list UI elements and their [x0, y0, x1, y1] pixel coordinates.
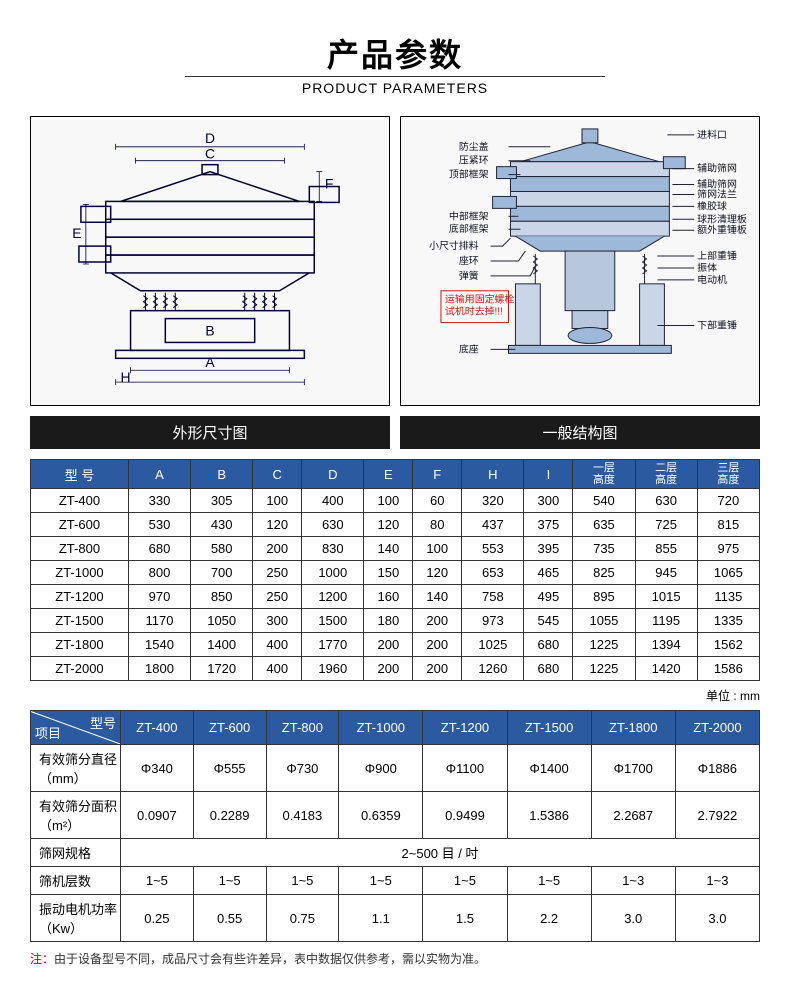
lbl-base: 底座	[459, 342, 479, 355]
t2-model-header: ZT-1000	[339, 711, 423, 745]
t1-header: F	[413, 460, 462, 489]
lbl-midframe: 中部框架	[449, 209, 489, 222]
dim-f: F	[325, 176, 334, 192]
table-row: 有效筛分直径（mm）Φ340Φ555Φ730Φ900Φ1100Φ1400Φ170…	[31, 745, 760, 792]
footnote: 注：由于设备型号不同，成品尺寸会有些许差异，表中数据仅供参考，需以实物为准。	[0, 946, 790, 987]
lbl-vib: 振体	[697, 261, 717, 274]
divider	[185, 74, 605, 78]
lbl-aux1: 辅助筛网	[697, 162, 737, 175]
note-prefix: 注：	[30, 952, 54, 966]
lbl-seatring: 座环	[459, 254, 479, 267]
lbl-lowham: 下部重锤	[697, 319, 737, 332]
lbl-spring: 弹簧	[459, 269, 479, 282]
t1-header: 一层高度	[573, 460, 635, 489]
t2-model-header: ZT-1200	[423, 711, 507, 745]
lbl-warning1: 运输用固定螺栓	[445, 293, 515, 306]
t2-model-header: ZT-1500	[507, 711, 591, 745]
table-row: 筛机层数1~51~51~51~51~51~51~31~3	[31, 867, 760, 895]
table-row: ZT-1800154014004001770200200102568012251…	[31, 633, 760, 657]
dimensions-table: 型 号ABCDEFHI一层高度二层高度三层高度 ZT-4003303051004…	[30, 459, 760, 681]
table-row: 筛网规格2~500 目 / 吋	[31, 839, 760, 867]
lbl-flange: 筛网法兰	[697, 187, 737, 200]
t2-model-header: ZT-600	[193, 711, 266, 745]
dim-e: E	[72, 225, 81, 241]
table-row: ZT-60053043012063012080437375635725815	[31, 513, 760, 537]
dim-h: H	[121, 369, 131, 385]
lbl-clampring: 压紧环	[459, 155, 489, 167]
lbl-dustcover: 防尘盖	[459, 140, 489, 153]
table-row: ZT-1200970850250120016014075849589510151…	[31, 585, 760, 609]
t1-header: C	[253, 460, 302, 489]
lbl-outlet: 小尺寸排料	[429, 239, 479, 252]
lbl-ball: 橡胶球	[697, 199, 727, 212]
lbl-warning2: 试机时去掉!!!	[445, 305, 503, 318]
lbl-clean: 球形清理板	[697, 212, 747, 225]
t1-header: B	[191, 460, 253, 489]
t1-header: H	[462, 460, 524, 489]
t2-model-header: ZT-400	[121, 711, 194, 745]
dim-c: C	[205, 146, 215, 162]
dim-b: B	[205, 322, 214, 338]
lbl-extra: 额外重锤板	[697, 223, 747, 236]
lbl-upham: 上部重锤	[697, 249, 737, 262]
table-row: 振动电机功率（Kw）0.250.550.751.11.52.23.03.0	[31, 895, 760, 942]
caption-dimensions: 外形尺寸图	[30, 416, 390, 449]
figure-structure: 防尘盖 压紧环 顶部框架 中部框架 底部框架 小尺寸排料 座环 弹簧 底座 运输…	[400, 116, 760, 406]
lbl-motor: 电动机	[697, 273, 727, 286]
t1-header: A	[128, 460, 190, 489]
note-text: 由于设备型号不同，成品尺寸会有些许差异，表中数据仅供参考，需以实物为准。	[54, 952, 486, 966]
table-row: ZT-1000800700250100015012065346582594510…	[31, 561, 760, 585]
t1-header: 型 号	[31, 460, 129, 489]
t2-model-header: ZT-800	[266, 711, 339, 745]
lbl-topframe: 顶部框架	[449, 168, 489, 181]
t1-header: I	[524, 460, 573, 489]
t1-header: E	[364, 460, 413, 489]
table-row: ZT-2000180017204001960200200126068012251…	[31, 657, 760, 681]
unit-label: 单位 : mm	[0, 685, 790, 706]
table-row: ZT-1500117010503001500180200973545105511…	[31, 609, 760, 633]
table-row: 有效筛分面积（m²）0.09070.22890.41830.63590.9499…	[31, 792, 760, 839]
lbl-botframe: 底部框架	[449, 222, 489, 235]
figure-dimensions: D C F E B A H	[30, 116, 390, 406]
dim-d: D	[205, 130, 215, 146]
spec-table: 型号项目ZT-400ZT-600ZT-800ZT-1000ZT-1200ZT-1…	[30, 710, 760, 942]
lbl-inlet: 进料口	[697, 128, 727, 141]
t1-header: D	[302, 460, 364, 489]
title-zh: 产品参数	[0, 30, 790, 76]
title-en: PRODUCT PARAMETERS	[292, 80, 498, 96]
t2-model-header: ZT-1800	[591, 711, 675, 745]
t2-corner: 型号项目	[31, 711, 121, 745]
table-row: ZT-40033030510040010060320300540630720	[31, 489, 760, 513]
section-header: 产品参数 PRODUCT PARAMETERS	[0, 0, 790, 106]
dim-a: A	[205, 354, 215, 370]
t1-header: 二层高度	[635, 460, 697, 489]
caption-structure: 一般结构图	[400, 416, 760, 449]
t2-model-header: ZT-2000	[675, 711, 759, 745]
t1-header: 三层高度	[697, 460, 759, 489]
table-row: ZT-800680580200830140100553395735855975	[31, 537, 760, 561]
